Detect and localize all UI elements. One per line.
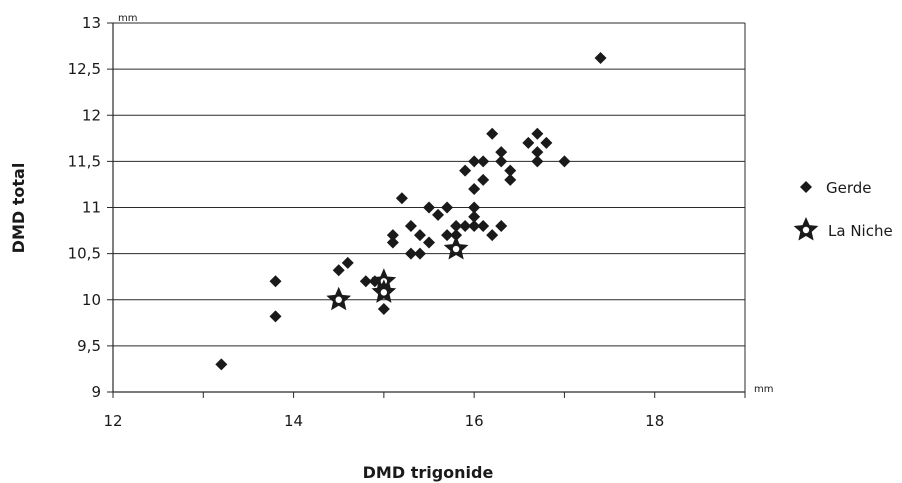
point-la-niche-center	[335, 296, 342, 303]
point-gerde	[423, 201, 435, 214]
y-tick-label: 13	[82, 14, 101, 32]
point-gerde	[531, 146, 544, 159]
x-tick-label: 12	[103, 412, 122, 430]
point-la-niche-center	[452, 245, 460, 253]
y-tick-label: 11,5	[68, 152, 101, 170]
point-gerde	[395, 192, 408, 205]
point-gerde	[413, 229, 426, 242]
point-gerde	[558, 155, 571, 168]
point-gerde	[359, 275, 372, 288]
point-gerde	[477, 173, 490, 186]
x-axis-title: DMD trigonide	[363, 463, 494, 482]
point-gerde	[468, 210, 481, 223]
x-tick-label: 16	[465, 412, 484, 430]
x-axis-unit: mm	[754, 384, 773, 395]
y-axis-unit: mm	[118, 13, 137, 24]
point-gerde	[522, 136, 535, 149]
point-gerde	[459, 164, 472, 177]
x-tick-label: 18	[645, 412, 664, 430]
point-gerde	[468, 155, 481, 168]
point-gerde	[594, 52, 607, 65]
point-gerde	[468, 201, 481, 214]
point-gerde	[495, 146, 508, 159]
y-tick-label: 12,5	[68, 60, 101, 78]
point-gerde	[269, 310, 282, 323]
point-la-niche-center	[380, 289, 388, 296]
point-gerde	[495, 219, 508, 232]
x-tick-label: 14	[284, 412, 303, 430]
point-gerde	[468, 183, 481, 196]
legend-label-la-niche: La Niche	[828, 222, 893, 240]
point-gerde	[404, 219, 417, 232]
point-gerde	[423, 236, 435, 249]
point-gerde	[413, 247, 426, 260]
y-tick-label: 10,5	[68, 245, 101, 263]
point-gerde	[377, 302, 390, 315]
point-gerde	[215, 358, 228, 371]
point-gerde	[441, 201, 454, 214]
point-gerde	[486, 127, 499, 140]
point-gerde	[341, 256, 354, 269]
axes	[107, 22, 746, 398]
y-tick-label: 9	[91, 383, 101, 401]
x-tick-labels: 12 14 16 18	[103, 412, 664, 430]
y-tick-label: 9,5	[77, 337, 101, 355]
point-gerde	[504, 164, 517, 177]
point-gerde	[477, 219, 490, 232]
y-tick-label: 10	[82, 291, 101, 309]
point-gerde	[486, 229, 499, 242]
point-gerde	[531, 155, 544, 168]
legend-label-gerde: Gerde	[826, 179, 872, 197]
point-gerde	[504, 173, 517, 186]
point-gerde	[441, 229, 454, 242]
point-gerde	[531, 127, 544, 140]
legend-la-niche-star-center	[802, 226, 810, 234]
y-tick-label: 12	[82, 106, 101, 124]
point-gerde	[450, 229, 463, 242]
point-gerde	[386, 236, 399, 249]
data-points	[215, 52, 607, 371]
point-gerde	[404, 247, 417, 260]
point-gerde	[332, 264, 345, 277]
point-gerde	[540, 136, 553, 149]
y-axis-title: DMD total	[9, 163, 28, 254]
legend: Gerde La Niche	[793, 179, 893, 241]
point-gerde	[269, 275, 282, 288]
point-gerde	[468, 219, 481, 232]
point-gerde	[477, 155, 490, 168]
point-gerde	[386, 229, 399, 242]
point-gerde	[459, 219, 472, 232]
point-gerde	[450, 219, 463, 232]
point-gerde	[432, 208, 445, 221]
legend-gerde-diamond-icon	[800, 181, 812, 193]
y-tick-label: 11	[82, 199, 101, 217]
y-tick-labels: 9 9,5 10 10,5 11 11,5 12 12,5 13	[68, 14, 101, 401]
point-gerde	[495, 155, 508, 168]
